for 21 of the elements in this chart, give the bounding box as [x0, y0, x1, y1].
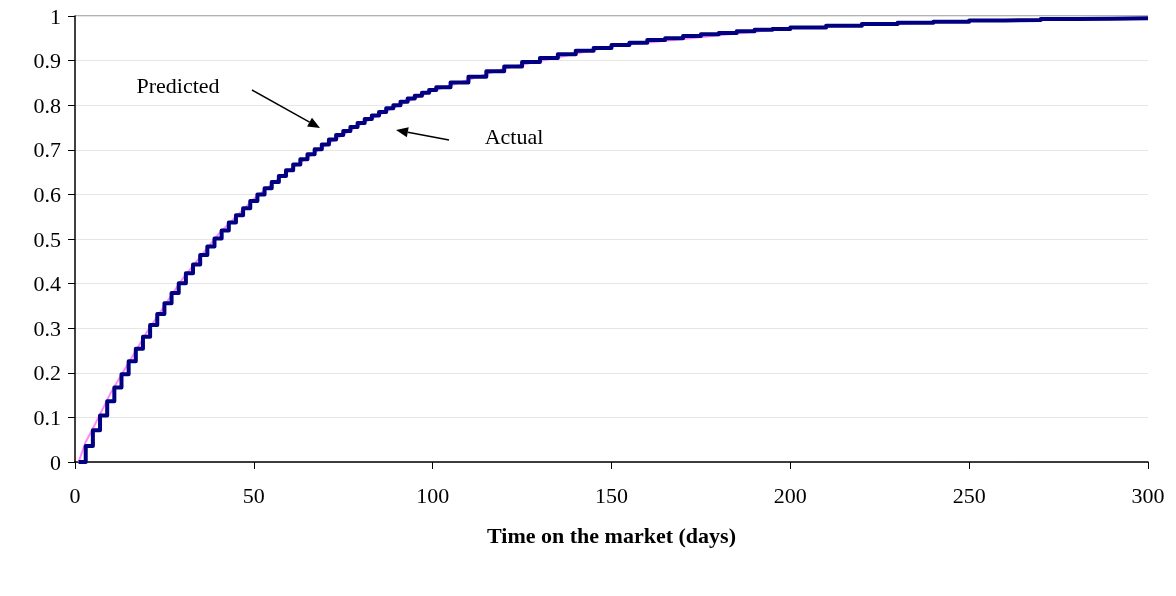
y-tick-label: 0: [50, 449, 61, 475]
y-tick-label: 0.3: [33, 315, 61, 341]
x-tick-label: 200: [773, 482, 807, 508]
x-tick-label: 50: [242, 482, 265, 508]
x-tick-label: 150: [595, 482, 628, 508]
y-tick-label: 0.2: [33, 360, 61, 386]
y-tick-label: 0.5: [33, 226, 61, 252]
x-axis-title: Time on the market (days): [487, 522, 736, 548]
y-tick-label: 0.7: [33, 137, 61, 163]
y-tick-label: 0.1: [33, 404, 61, 430]
x-tick-label: 300: [1131, 482, 1165, 508]
y-tick-label: 0.8: [33, 92, 61, 118]
y-tick-label: 1: [50, 3, 61, 29]
x-tick-label: 250: [952, 482, 986, 508]
x-tick-label: 0: [69, 482, 81, 508]
y-tick-label: 0.6: [33, 181, 61, 207]
y-tick-label: 0.4: [33, 271, 61, 297]
x-tick-label: 100: [416, 482, 450, 508]
y-tick-label: 0.9: [33, 48, 61, 74]
annotation: Predicted: [136, 73, 220, 98]
annotation: Actual: [484, 124, 544, 149]
